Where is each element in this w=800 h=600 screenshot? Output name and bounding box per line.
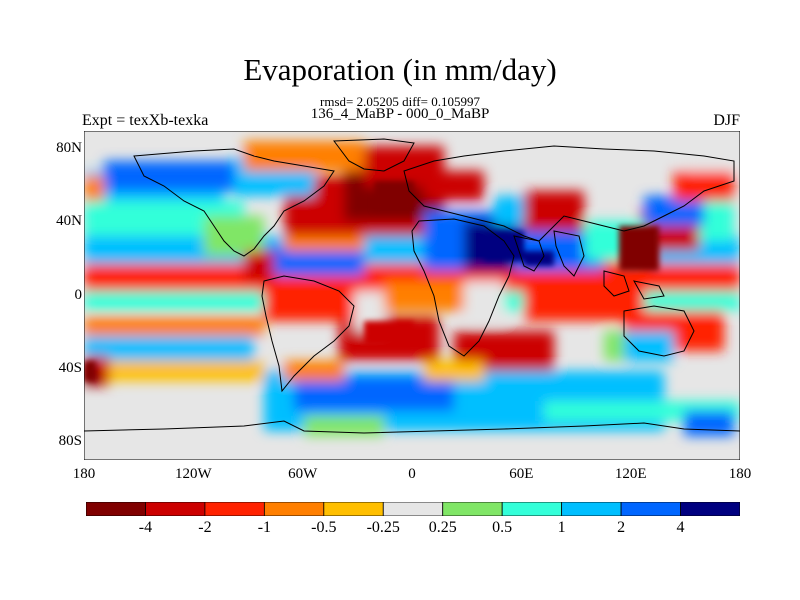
colorbar-swatch bbox=[382, 502, 444, 516]
field-layer bbox=[84, 131, 740, 460]
lon-tick-label: 60W bbox=[288, 466, 318, 482]
stats-subtitle: rmsd= 2.05205 diff= 0.105997 bbox=[320, 94, 480, 109]
lon-tick-label: 60E bbox=[509, 466, 534, 482]
colorbar-swatch bbox=[263, 502, 325, 516]
colorbar-label: 4 bbox=[676, 519, 685, 536]
lon-tick-label: 180 bbox=[728, 466, 752, 482]
periods-subtitle: 136_4_MaBP - 000_0_MaBP bbox=[310, 106, 490, 122]
map-plot-area bbox=[84, 131, 740, 460]
colorbar-label: -1 bbox=[257, 519, 272, 536]
colorbar-swatch bbox=[680, 502, 740, 516]
lon-tick-label: 0 bbox=[408, 466, 416, 482]
lat-tick-label: 0 bbox=[74, 286, 83, 303]
colorbar-swatch bbox=[501, 502, 563, 516]
lon-tick-label: 180 bbox=[72, 466, 96, 482]
colorbar-label: 1 bbox=[557, 519, 566, 536]
colorbar bbox=[86, 502, 740, 516]
colorbar-label: -0.5 bbox=[311, 519, 337, 536]
lon-tick-label: 120E bbox=[614, 466, 647, 482]
colorbar-swatch bbox=[86, 502, 146, 516]
lat-tick-label: 80S bbox=[58, 432, 82, 449]
colorbar-swatch bbox=[442, 502, 503, 516]
season-label: DJF bbox=[713, 112, 740, 129]
colorbar-label: -2 bbox=[198, 519, 212, 536]
lat-tick-label: 40S bbox=[58, 359, 82, 376]
colorbar-swatch bbox=[561, 502, 622, 516]
lat-tick-label: 40N bbox=[56, 213, 82, 230]
lon-tick-label: 120W bbox=[174, 466, 212, 482]
colorbar-label: -4 bbox=[138, 519, 153, 536]
colorbar-label: 2 bbox=[617, 519, 626, 536]
colorbar-label: -0.25 bbox=[366, 519, 400, 536]
colorbar-swatch bbox=[323, 502, 384, 516]
colorbar-label: 0.25 bbox=[428, 519, 457, 536]
colorbar-label: 0.5 bbox=[492, 519, 513, 536]
colorbar-swatch bbox=[145, 502, 206, 516]
map-title: Evaporation (in mm/day) bbox=[243, 52, 557, 87]
lat-tick-label: 80N bbox=[56, 140, 82, 157]
coastlines bbox=[84, 138, 740, 434]
colorbar-swatch bbox=[620, 502, 681, 516]
experiment-label: Expt = texXb-texka bbox=[82, 112, 209, 129]
colorbar-swatch bbox=[204, 502, 265, 516]
